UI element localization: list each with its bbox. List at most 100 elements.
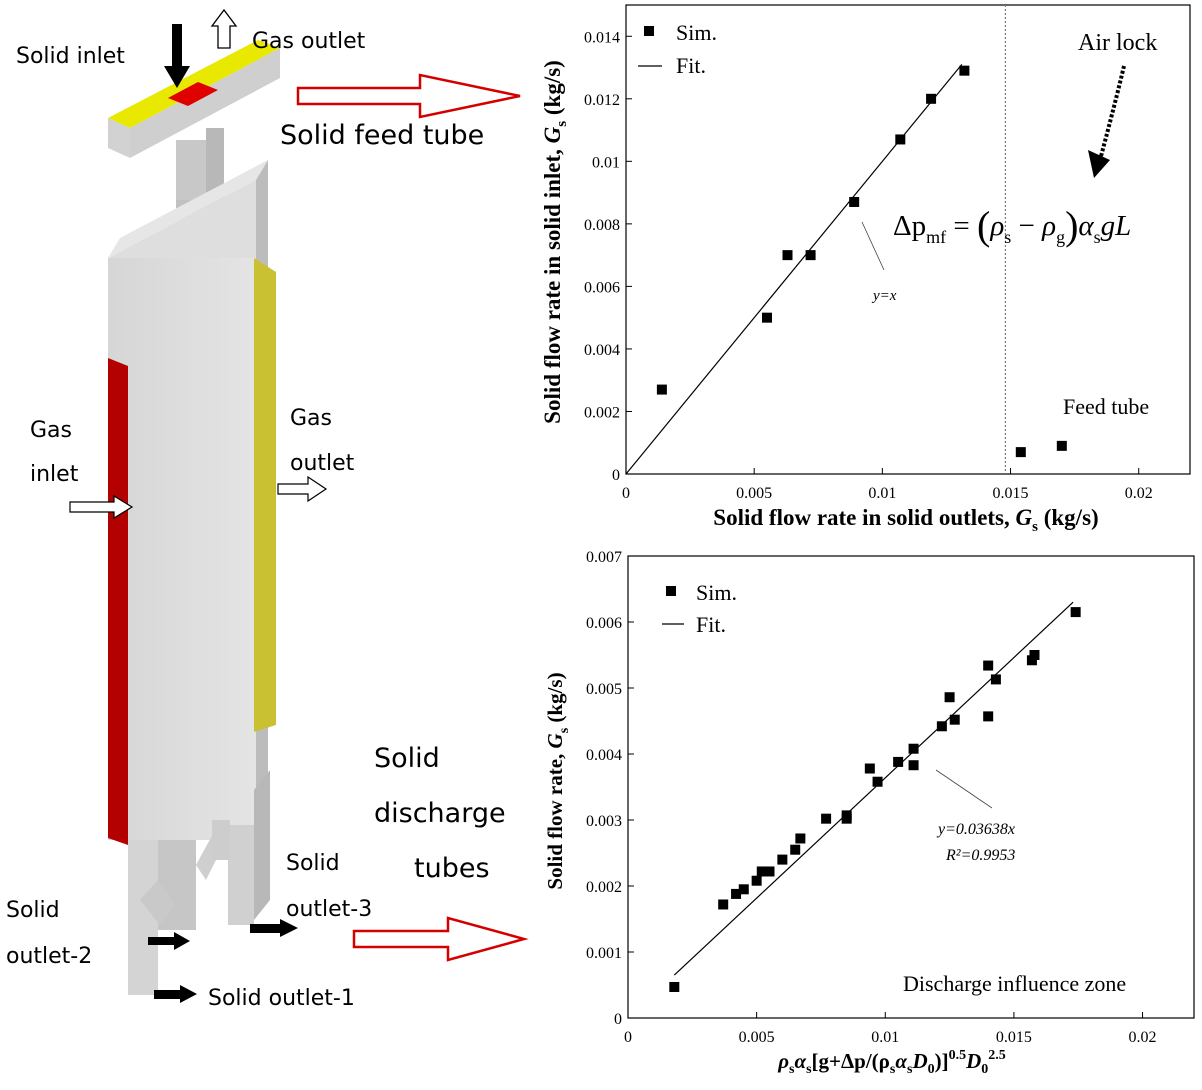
y-tick-label: 0.012 xyxy=(584,92,620,109)
reactor-body xyxy=(108,160,268,840)
legend-marker-sim xyxy=(666,586,676,596)
chart-discharge-rate: 0 0.005 0.01 0.015 0.02 0 0.001 0.002 0.003 0.004… xyxy=(543,549,1195,1077)
data-point xyxy=(762,312,772,323)
y-axis-label: Solid flow rate in solid inlet, Gs (kg/s… xyxy=(540,60,570,424)
solid-discharge-label-line3: tubes xyxy=(414,853,490,884)
data-point xyxy=(936,721,947,732)
gas-inlet-band xyxy=(108,358,128,845)
data-point xyxy=(731,888,742,899)
x-tick-label: 0.005 xyxy=(736,485,772,502)
annotation-air-lock: Air lock xyxy=(1078,30,1157,56)
solid-outlet-arrows xyxy=(148,919,298,1003)
data-point xyxy=(926,93,937,104)
gas-inlet-label-line1: Gas xyxy=(30,418,72,443)
data-point xyxy=(795,833,806,844)
gas-outlet-side-label-line1: Gas xyxy=(290,406,332,431)
data-point xyxy=(849,196,860,207)
air-lock-arrow xyxy=(1088,65,1126,178)
pointer-arrow-feed xyxy=(296,73,521,119)
y-tick-label: 0.014 xyxy=(584,29,620,46)
y-tick-label: 0.007 xyxy=(586,549,622,566)
data-point xyxy=(1015,447,1026,458)
y-tick-label: 0.004 xyxy=(584,342,620,359)
data-point xyxy=(841,810,852,821)
annotation-fit-label: y=x xyxy=(871,288,897,304)
legend-marker-sim xyxy=(644,26,654,36)
y-tick-label: 0.006 xyxy=(584,279,620,296)
y-tick-label: 0.005 xyxy=(586,681,622,698)
data-point xyxy=(1026,655,1037,666)
x-axis-label: ρsαs[g+Δp/(ρsαsD0)]0.5D02.5 xyxy=(777,1048,1006,1077)
gas-outlet-top-arrow xyxy=(210,8,238,49)
solid-feed-tube-label: Solid feed tube xyxy=(280,120,484,151)
gas-inlet-label-line2: inlet xyxy=(30,462,79,487)
y-tick-label: 0.006 xyxy=(586,615,622,632)
y-tick-label: 0.003 xyxy=(586,813,622,830)
data-point xyxy=(751,875,762,886)
legend: Sim. Fit. xyxy=(638,20,717,78)
y-tick-label: 0.004 xyxy=(586,747,622,764)
y-tick-label: 0.002 xyxy=(586,879,622,896)
annotation-feed-tube: Feed tube xyxy=(1063,394,1149,419)
data-point xyxy=(959,65,970,76)
legend-label-sim: Sim. xyxy=(676,20,717,45)
fit-label-leader xyxy=(861,221,885,271)
solid-inlet-arrow xyxy=(164,24,190,88)
legend-label-sim: Sim. xyxy=(696,580,737,605)
plot-frame xyxy=(627,555,1195,1019)
y-tick-label: 0.001 xyxy=(586,945,622,962)
data-point xyxy=(944,692,955,703)
data-point xyxy=(983,660,994,671)
fit-line xyxy=(673,601,1074,976)
data-point xyxy=(782,250,793,261)
data-point xyxy=(893,756,904,767)
gas-outlet-top-label: Gas outlet xyxy=(252,29,366,54)
solid-feed-tube xyxy=(108,40,280,158)
x-tick-label: 0.005 xyxy=(739,1029,775,1046)
solid-inlet-mark xyxy=(168,82,218,106)
data-point xyxy=(864,763,875,774)
solid-outlet-3-label-line2: outlet-3 xyxy=(286,897,372,922)
data-point xyxy=(908,760,919,771)
x-tick-label: 0 xyxy=(624,1029,632,1046)
x-tick-label: 0.01 xyxy=(871,1029,899,1046)
gas-outlet-side-arrow xyxy=(277,475,328,503)
annotation-fit-eq: y=0.03638x xyxy=(936,821,1015,838)
data-point xyxy=(764,866,775,877)
x-tick-label: 0.02 xyxy=(1129,1029,1157,1046)
pointer-arrow-discharge xyxy=(352,916,529,962)
data-point xyxy=(872,776,883,787)
gas-outlet-side-label-line2: outlet xyxy=(290,451,355,476)
legend-label-fit: Fit. xyxy=(696,612,726,637)
discharge-tubes xyxy=(128,770,270,995)
tick-group: 0 0.005 0.01 0.015 0.02 0 0.002 0.004 0.006 0.008… xyxy=(584,29,1153,502)
solid-outlet-1-label: Solid outlet-1 xyxy=(208,986,355,1011)
data-point xyxy=(949,714,960,725)
solid-outlet-3-label-line1: Solid xyxy=(286,851,340,876)
data-point xyxy=(895,134,906,145)
annotation-zone: Discharge influence zone xyxy=(903,971,1126,996)
gas-inlet-arrow xyxy=(69,494,134,520)
solid-outlet-2-label-line1: Solid xyxy=(6,898,60,923)
fit-line xyxy=(625,64,963,475)
y-tick-label: 0 xyxy=(614,1011,622,1028)
solid-inlet-label: Solid inlet xyxy=(16,44,125,69)
data-point xyxy=(777,854,788,865)
mark-group xyxy=(669,601,1081,992)
data-point xyxy=(669,981,680,992)
tick-group: 0 0.005 0.01 0.015 0.02 0 0.001 0.002 0.003 0.004… xyxy=(586,549,1157,1046)
y-tick-label: 0.01 xyxy=(592,154,620,171)
x-tick-label: 0.015 xyxy=(993,485,1029,502)
fit-eq-leader xyxy=(935,769,993,809)
solid-discharge-label-line2: discharge xyxy=(374,798,506,829)
gas-outlet-band xyxy=(254,258,276,732)
data-point xyxy=(805,250,816,261)
data-point xyxy=(990,674,1001,685)
data-point xyxy=(718,899,729,910)
y-axis-label: Solid flow rate, Gs (kg/s) xyxy=(543,672,572,889)
data-point xyxy=(656,384,667,395)
x-tick-label: 0.02 xyxy=(1125,485,1153,502)
x-tick-label: 0.01 xyxy=(868,485,896,502)
data-point xyxy=(1029,650,1040,660)
